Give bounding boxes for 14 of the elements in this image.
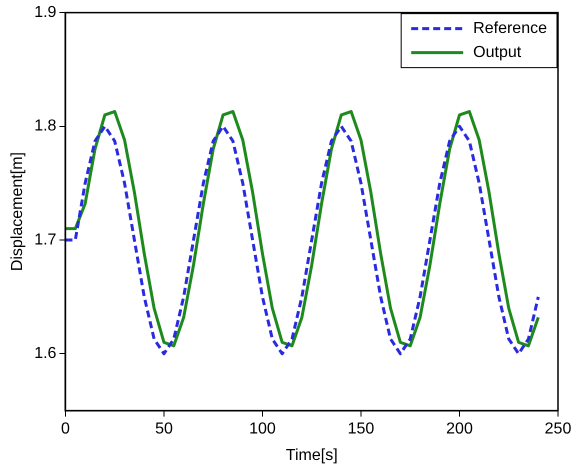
y-tick-label: 1.6 xyxy=(34,345,57,362)
legend-label: Reference xyxy=(473,20,548,38)
x-tick-label: 200 xyxy=(446,420,473,438)
x-axis-title: Time[s] xyxy=(286,446,338,464)
y-tick-label: 1.8 xyxy=(34,118,57,135)
x-tick-label: 50 xyxy=(155,420,173,438)
x-tick-label: 100 xyxy=(249,420,276,438)
x-tick-label: 150 xyxy=(348,420,374,438)
x-tick-label: 250 xyxy=(544,420,572,438)
y-axis-title: Displacement[m] xyxy=(9,152,26,272)
legend-label: Output xyxy=(473,44,522,62)
y-tick-label: 1.9 xyxy=(34,4,57,22)
x-tick-label: 0 xyxy=(60,420,70,438)
y-tick-label: 1.7 xyxy=(34,231,57,248)
